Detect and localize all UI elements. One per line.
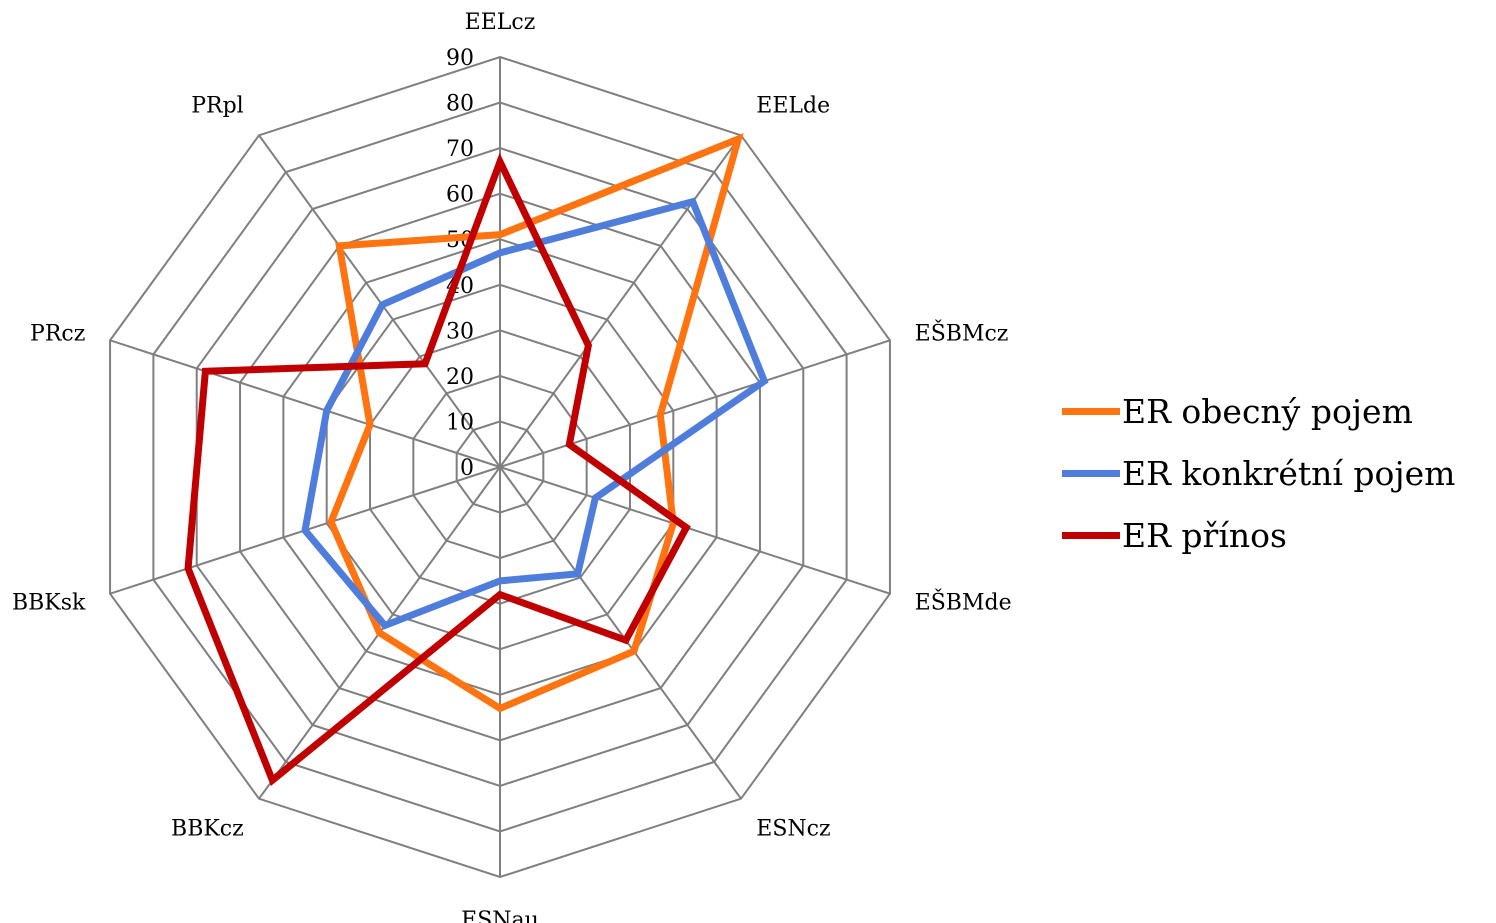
category-label: EŠBMcz [915,319,1009,346]
category-label: ESNcz [756,817,830,842]
series-line [184,152,691,786]
series-layer [184,133,769,786]
tick-label: 20 [446,365,474,390]
tick-label: 10 [446,410,474,435]
category-label: ESNau [461,908,539,923]
tick-label: 70 [446,137,474,162]
category-label: EELde [756,93,830,118]
grid-spoke [499,134,742,468]
tick-label: 60 [446,183,474,208]
series-line [301,197,769,630]
category-label: BBKsk [12,591,86,616]
legend-swatch [1062,407,1120,415]
grid-spoke [109,339,501,468]
legend-item: ER přínos [1062,504,1492,566]
legend: ER obecný pojem ER konkrétní pojem ER př… [1062,380,1492,566]
category-label: EELcz [465,10,536,35]
tick-label: 80 [446,92,474,117]
grid-spoke [258,134,501,468]
legend-label: ER přínos [1122,515,1287,555]
legend-swatch [1062,469,1120,477]
legend-label: ER obecný pojem [1122,391,1413,431]
grid-spoke [499,339,891,468]
grid-spoke [499,466,891,595]
category-label: BBKcz [171,817,244,842]
legend-label: ER konkrétní pojem [1122,453,1456,493]
category-label: PRpl [191,93,244,118]
legend-item: ER obecný pojem [1062,380,1492,442]
tick-label: 30 [446,319,474,344]
category-labels: EELcz EELde EŠBMcz EŠBMde ESNcz ESNau BBKcz BBK… [12,10,1012,923]
legend-item: ER konkrétní pojem [1062,442,1492,504]
category-label: PRcz [30,321,85,346]
grid-layer [109,55,891,879]
tick-label: 0 [460,456,474,481]
grid-spoke [499,466,742,800]
category-label: EŠBMde [915,589,1012,616]
tick-label: 90 [446,46,474,71]
legend-swatch [1062,531,1120,539]
